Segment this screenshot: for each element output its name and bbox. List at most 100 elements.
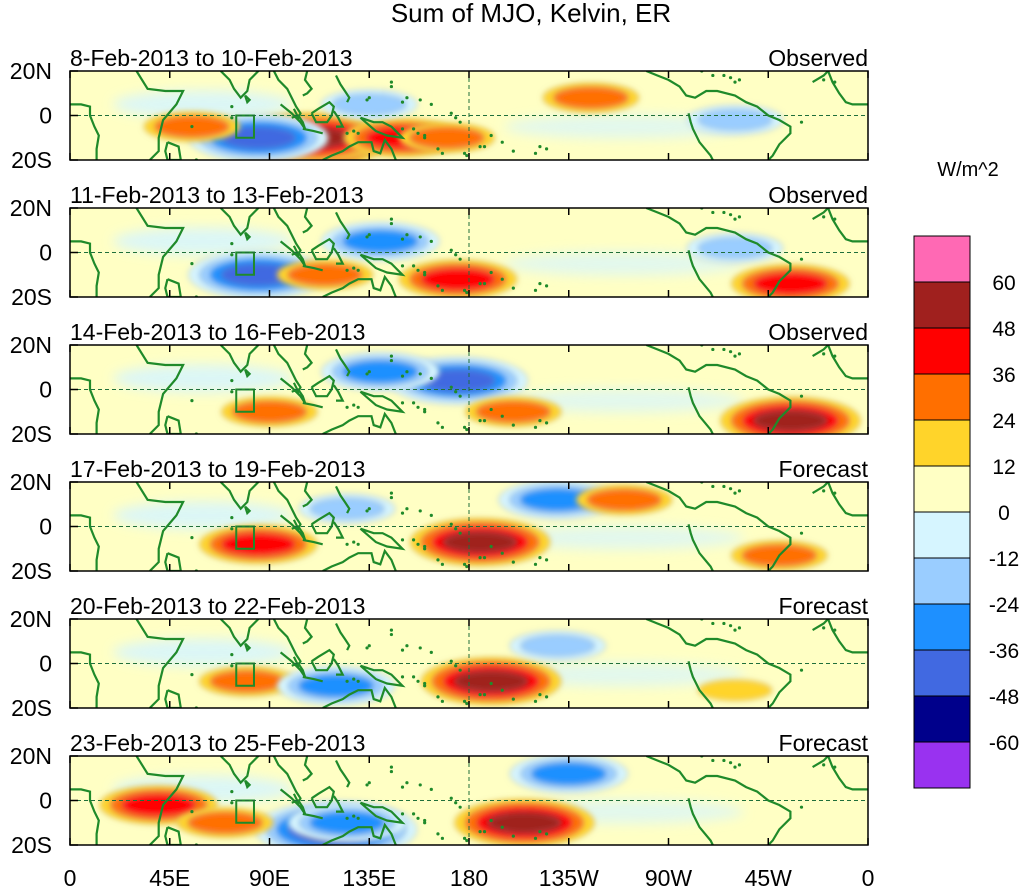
island (416, 405, 420, 409)
contour-level (753, 409, 828, 432)
coastline (812, 482, 829, 495)
contour-level (487, 811, 562, 834)
coastline (302, 264, 323, 272)
coastline (244, 368, 252, 379)
y-tick-label: 20N (10, 606, 52, 632)
island (365, 235, 369, 239)
island (423, 410, 427, 414)
coastline (335, 211, 351, 240)
island (190, 399, 194, 403)
y-tick-label: 0 (39, 377, 52, 403)
island (400, 812, 405, 816)
island (454, 253, 458, 257)
panel-3: 20N 0 20S 14-Feb-2013 to 16-Feb-2013 Observe… (10, 319, 869, 447)
coastline (135, 756, 185, 845)
coastline (164, 689, 182, 708)
island (465, 701, 469, 706)
y-tick-label: 20S (11, 558, 52, 584)
coastline (359, 253, 406, 277)
island (405, 370, 409, 374)
anomaly-blob (509, 756, 629, 794)
panel-field (70, 756, 868, 845)
island (799, 668, 804, 672)
coastline (687, 661, 714, 708)
coastline (164, 415, 182, 434)
island (511, 560, 515, 564)
panel-period-label: 11-Feb-2013 to 13-Feb-2013 (70, 182, 364, 208)
coastline (332, 247, 345, 265)
island (482, 419, 487, 423)
island (389, 769, 394, 774)
coastline (164, 278, 182, 297)
island (356, 542, 360, 546)
island (722, 210, 726, 215)
coastlines (70, 619, 868, 708)
island (389, 765, 394, 769)
coastline (322, 822, 397, 845)
panel-status-label: Observed (768, 45, 868, 71)
panels: 20N 0 20S 8-Feb-2013 to 10-Feb-2013 Observed… (10, 45, 869, 858)
island (449, 111, 453, 115)
island (389, 217, 394, 221)
coastline (645, 756, 792, 845)
island (458, 805, 462, 809)
island (423, 407, 427, 412)
island (365, 783, 369, 787)
y-tick-label: 0 (39, 651, 52, 677)
anomaly-blob (199, 665, 296, 697)
contour-level (697, 237, 773, 259)
coastline (164, 141, 182, 160)
contour-level (343, 230, 418, 253)
anomaly-blob (575, 484, 673, 516)
contour-level (420, 268, 496, 291)
y-tick-label: 20N (10, 469, 52, 495)
island (400, 538, 405, 542)
coastline (359, 801, 406, 825)
coastline (291, 799, 307, 815)
colorbar-level-label: 48 (992, 318, 1015, 341)
colorbar-level-label: 12 (992, 456, 1015, 479)
island (728, 624, 733, 628)
x-tick-label: 0 (64, 865, 77, 889)
island (190, 810, 194, 814)
island (458, 531, 462, 535)
island (190, 125, 194, 129)
island (799, 805, 804, 809)
island (423, 133, 427, 138)
anomaly-blob (298, 493, 396, 525)
island (230, 242, 234, 246)
island (544, 284, 549, 288)
panel-status-label: Observed (768, 182, 868, 208)
island (538, 419, 542, 423)
island (538, 830, 542, 834)
island (405, 644, 409, 648)
island (465, 838, 469, 843)
island (418, 646, 422, 650)
island (733, 80, 737, 84)
coastlines (70, 345, 868, 434)
coastline (645, 208, 792, 297)
island (733, 628, 737, 632)
coastlines (70, 756, 868, 845)
island (465, 427, 469, 432)
island (449, 248, 453, 252)
island (429, 239, 433, 243)
anomaly-blob (176, 807, 274, 839)
island (356, 131, 360, 135)
panel-period-label: 20-Feb-2013 to 22-Feb-2013 (70, 593, 365, 619)
island (418, 783, 422, 787)
island (389, 84, 394, 89)
island (440, 288, 444, 292)
anomaly-blob (321, 351, 440, 392)
coastline (302, 675, 323, 683)
panel-4: 20N 0 20S 17-Feb-2013 to 19-Feb-2013 Forecas… (10, 456, 869, 584)
island (822, 763, 826, 767)
contour-level (453, 670, 529, 693)
island (436, 832, 440, 836)
island (728, 213, 733, 217)
island (462, 562, 467, 566)
island (429, 513, 433, 517)
panel-status-label: Observed (768, 319, 868, 345)
coastline (322, 137, 397, 160)
island (500, 825, 504, 829)
